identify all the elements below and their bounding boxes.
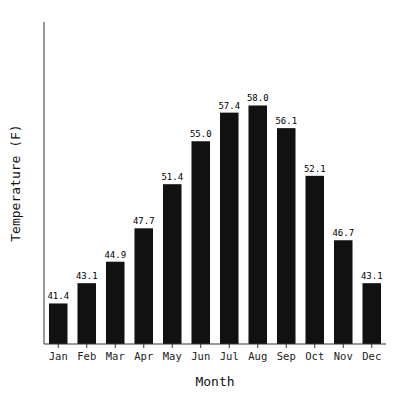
bar [49,303,68,344]
data-label: 55.0 [190,129,212,139]
data-label: 56.1 [275,116,297,126]
bar [134,228,153,344]
x-tick-label: Jul [220,350,239,362]
y-axis-line [44,22,45,344]
data-labels: 41.4 43.1 44.9 47.7 51.4 55.0 57.4 58.0 56.1 52.1… [47,93,382,301]
data-label: 58.0 [247,93,269,103]
x-tick-label: Jan [49,350,68,362]
data-label: 43.1 [361,271,383,281]
data-label: 46.7 [332,228,354,238]
bar [191,141,210,344]
x-tick-label: Mar [106,350,125,362]
data-label: 43.1 [76,271,98,281]
x-tick-label: Apr [134,350,153,362]
x-tick-label: Aug [248,350,267,362]
x-tick [58,344,59,348]
x-tick-label: Jun [191,350,210,362]
data-label: 47.7 [133,216,155,226]
x-axis-line [44,344,386,345]
data-label: 52.1 [304,164,326,174]
x-ticks: Jan Feb Mar Apr May Jun Jul Aug Sep Oct Nov Dec [49,344,381,362]
x-tick [343,344,344,348]
x-tick-label: Feb [77,350,96,362]
data-label: 51.4 [161,172,183,182]
data-label: 41.4 [47,291,69,301]
bar [220,113,239,344]
x-tick [200,344,201,348]
bar [305,176,324,344]
x-axis-label: Month [195,374,234,389]
x-tick [115,344,116,348]
x-tick [257,344,258,348]
y-axis-label: Temperature (F) [8,124,23,241]
x-tick [172,344,173,348]
x-tick-label: Dec [362,350,381,362]
bar [106,262,125,344]
x-tick-label: May [163,350,182,362]
x-tick [86,344,87,348]
x-tick-label: Nov [334,350,353,362]
x-tick [143,344,144,348]
data-label: 57.4 [218,101,240,111]
x-tick-label: Sep [277,350,296,362]
bar [362,283,381,344]
x-tick [314,344,315,348]
x-tick [286,344,287,348]
bar [77,283,96,344]
bar [248,105,267,344]
chart-container: 41.4 43.1 44.9 47.7 51.4 55.0 57.4 58.0 56.1 52.1… [0,0,400,400]
bars [49,105,381,344]
chart-svg: 41.4 43.1 44.9 47.7 51.4 55.0 57.4 58.0 56.1 52.1… [0,0,400,400]
x-tick-label: Oct [305,350,324,362]
bar [163,184,182,344]
bar [277,128,296,344]
x-tick [229,344,230,348]
bar [334,240,353,344]
x-tick [371,344,372,348]
data-label: 44.9 [104,250,126,260]
